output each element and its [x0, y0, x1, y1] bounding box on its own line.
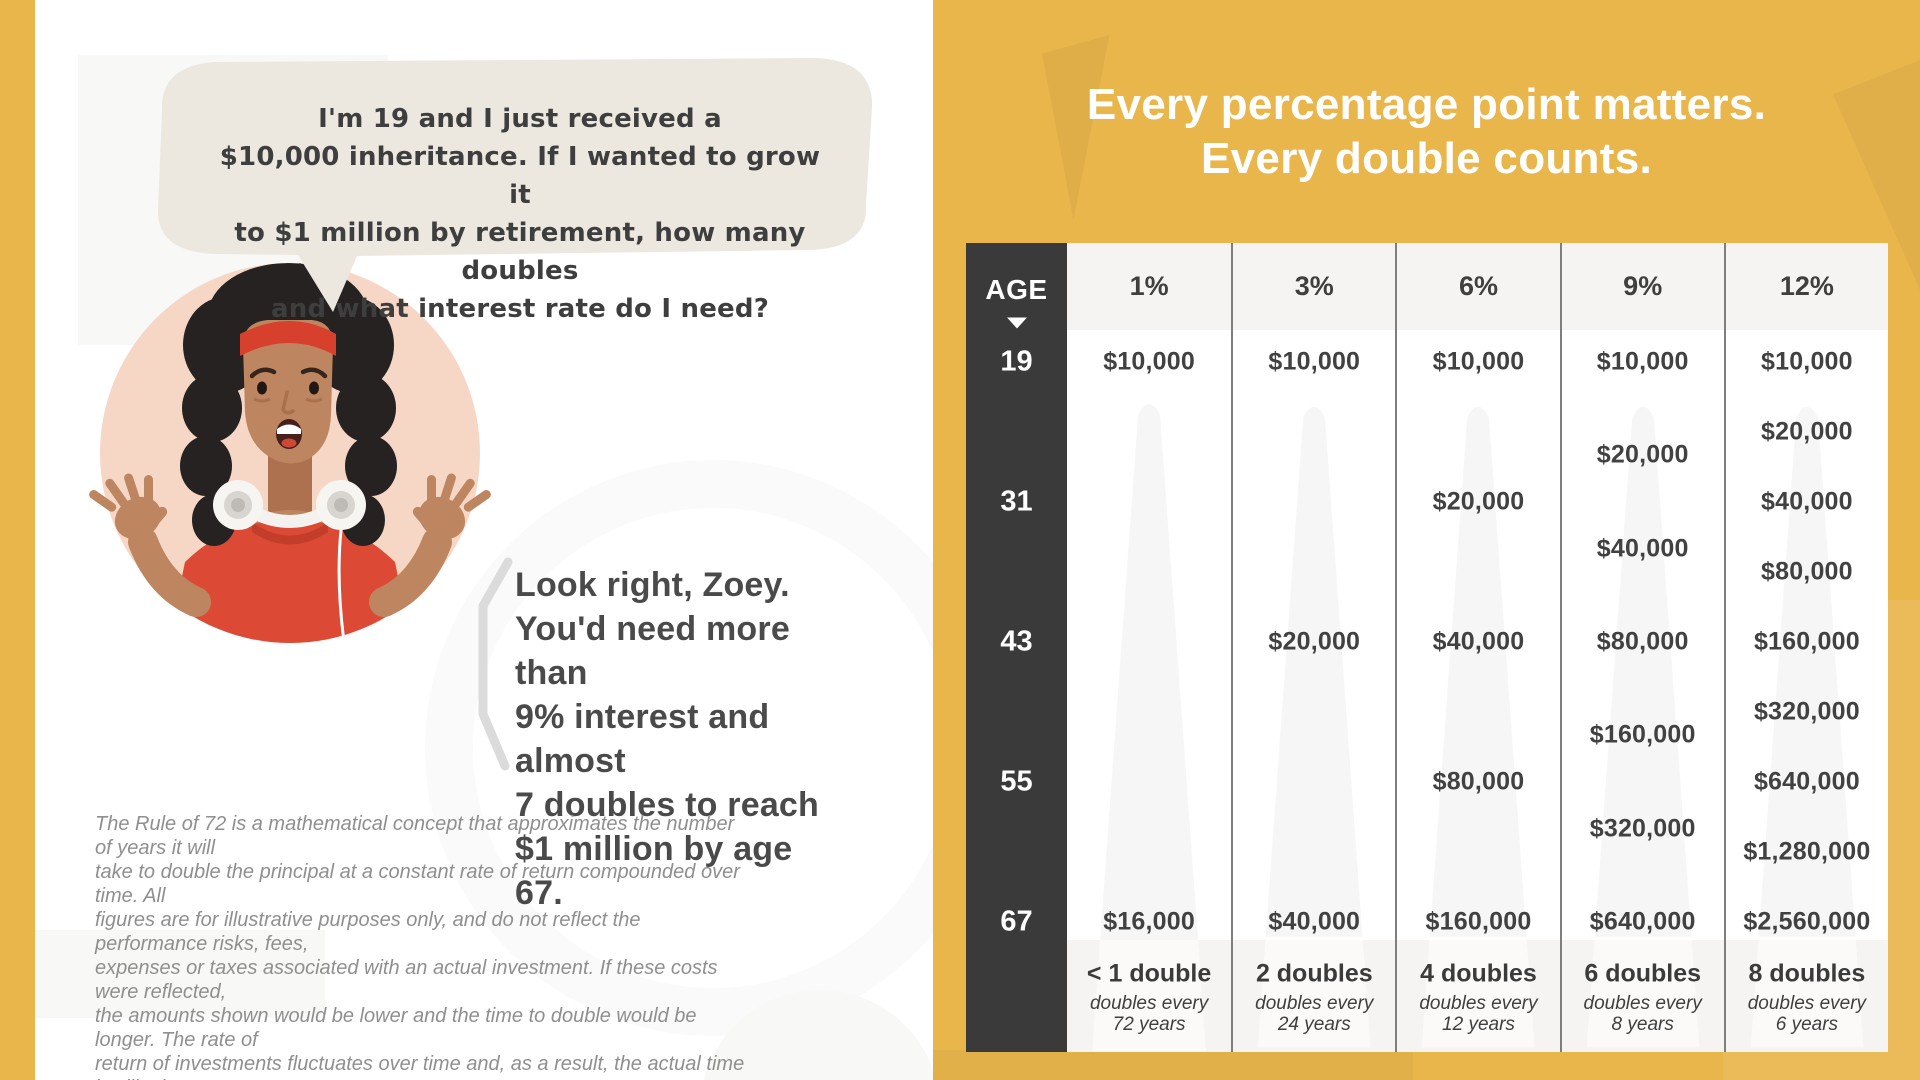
headband [240, 321, 336, 356]
value-label: $20,000 [1596, 440, 1689, 469]
rate-column-9%: 9% $10,000 $20,000 $40,000 $80,000 $160,000 $3… [1559, 243, 1724, 1052]
value-label: $10,000 [1761, 347, 1853, 376]
value-label: $20,000 [1761, 417, 1853, 446]
value-label: $20,000 [1268, 627, 1361, 656]
value-label: $1,280,000 [1743, 837, 1871, 866]
rate-header: 3% [1233, 243, 1396, 330]
value-label: $40,000 [1268, 907, 1361, 936]
value-label: $10,000 [1432, 347, 1525, 376]
doubles-count-label: 2 doubles [1255, 959, 1373, 988]
age-label: 43 [1000, 625, 1033, 658]
doubles-count-label: 8 doubles [1748, 959, 1866, 988]
value-label: $160,000 [1589, 720, 1696, 749]
value-label: $10,000 [1268, 347, 1361, 376]
zoey-avatar-illustration [89, 263, 495, 643]
doubling-frequency-label: doubles every 24 years [1255, 993, 1374, 1035]
value-label: $80,000 [1761, 557, 1853, 586]
age-label: 67 [1000, 905, 1033, 938]
doubling-frequency-label: doubles every 12 years [1419, 993, 1538, 1035]
doubles-count-label: < 1 double [1086, 959, 1212, 988]
age-column: AGE 19 31 43 55 67 [966, 243, 1067, 1052]
age-column-header: AGE [985, 274, 1048, 305]
panel-title-line1: Every percentage point matters. [1086, 80, 1767, 129]
rate-column-6%: 6% $10,000 $20,000 $40,000 $80,000 $160,000 4 … [1395, 243, 1560, 1052]
value-label: $320,000 [1753, 697, 1860, 726]
growth-cone-shape [1586, 936, 1700, 1048]
value-label: $40,000 [1596, 534, 1689, 563]
growth-cone-shape [1750, 936, 1864, 1048]
rate-header: 6% [1397, 243, 1560, 330]
value-label: $160,000 [1425, 907, 1532, 936]
value-label: $20,000 [1432, 487, 1525, 516]
doubling-frequency-label: doubles every 8 years [1583, 993, 1702, 1035]
value-label: $10,000 [1103, 347, 1195, 376]
age-down-caret-icon [1006, 317, 1027, 329]
headphones [213, 480, 366, 643]
doubling-frequency-label: doubles every 72 years [1089, 993, 1209, 1035]
doubles-count-label: 4 doubles [1420, 959, 1537, 988]
growth-cone-shape [1257, 936, 1371, 1048]
speech-bubble-text: I'm 19 and I just received a $10,000 inh… [219, 104, 821, 324]
rate-column-12%: 12% $10,000 $20,000 $40,000 $80,000 $160,000 $… [1723, 243, 1888, 1052]
growth-cone-shape [1422, 936, 1535, 1048]
quote-bracket [478, 557, 513, 771]
value-label: $640,000 [1589, 907, 1696, 936]
rate-header: 1% [1067, 243, 1232, 330]
doubling-frequency-label: doubles every 6 years [1747, 993, 1867, 1035]
value-label: $80,000 [1432, 767, 1525, 796]
speech-bubble [157, 58, 873, 312]
shirt [168, 520, 412, 643]
watermark-bottom-strip [933, 1050, 1413, 1080]
age-label: 55 [1000, 765, 1033, 798]
left-arm [89, 473, 211, 617]
value-label: $10,000 [1596, 347, 1689, 376]
doubles-count-label: 6 doubles [1584, 959, 1702, 988]
rate-table: AGE 19 31 43 55 67 1% $10,000 $16,000 < 1 doubl… [966, 243, 1888, 1052]
rate-column-3%: 3% $10,000 $20,000 $40,000 2 doubles doubles … [1231, 243, 1396, 1052]
rate-header: 12% [1725, 243, 1888, 330]
value-label: $320,000 [1589, 814, 1696, 843]
value-label: $40,000 [1432, 627, 1525, 656]
panel-title: Every percentage point matters. Every do… [933, 78, 1920, 186]
panel-title-line2: Every double counts. [1201, 134, 1652, 183]
callout-text: Look right, Zoey. You'd need more than 9… [515, 566, 820, 912]
growth-cone-shape [1092, 940, 1207, 1052]
rate-column-1%: 1% $10,000 $16,000 < 1 double doubles every … [1067, 243, 1232, 1052]
left-edge-accent-strip [0, 0, 35, 1080]
rate-header: 9% [1561, 243, 1724, 330]
value-label: $40,000 [1761, 487, 1853, 516]
value-label: $16,000 [1103, 907, 1195, 936]
value-label: $80,000 [1596, 627, 1689, 656]
disclaimer-text: The Rule of 72 is a mathematical concept… [95, 813, 745, 1080]
decorative-rect-disclaimer [35, 930, 325, 1018]
age-label: 31 [1000, 485, 1033, 518]
value-label: $2,560,000 [1743, 907, 1871, 936]
value-label: $160,000 [1753, 627, 1860, 656]
age-label: 19 [1000, 345, 1033, 378]
value-label: $640,000 [1753, 767, 1860, 796]
